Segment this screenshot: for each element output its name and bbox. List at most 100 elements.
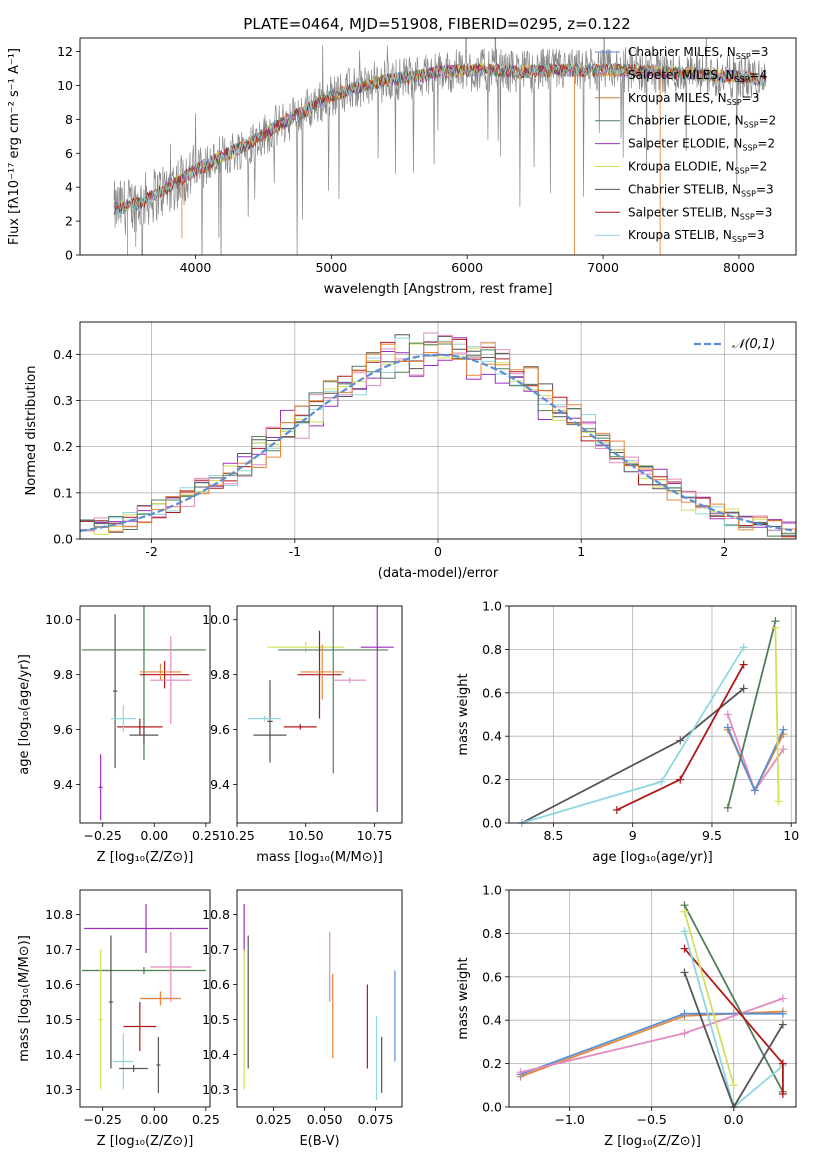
x-tick-label: −0.25: [84, 828, 122, 843]
x-tick-label: 8.5: [543, 828, 563, 843]
y-tick-label: 10.4: [45, 1047, 73, 1062]
x-tick-label: 0.025: [256, 1112, 292, 1127]
y-tick-label: 0.0: [53, 532, 73, 547]
weight-lines: [516, 901, 787, 1111]
x-axis-label: Z [log₁₀(Z/Z⊙)]: [97, 850, 194, 865]
weight-line: [726, 620, 777, 809]
x-tick-label: 7000: [587, 260, 619, 275]
x-tick-label: 9.5: [702, 828, 722, 843]
x-tick-label: 0.050: [307, 1112, 343, 1127]
y-tick-label: 10.7: [45, 942, 73, 957]
y-tick-label: 6: [65, 146, 73, 161]
y-tick-label: 4: [65, 180, 73, 195]
y-tick-label: 9.4: [53, 777, 73, 792]
y-tick-label: 9.8: [53, 667, 73, 682]
y-tick-label: 8: [65, 112, 73, 127]
y-tick-label: 10.0: [202, 612, 230, 627]
x-tick-label: 0.25: [192, 828, 220, 843]
x-tick-label: 2: [720, 544, 728, 559]
errorbars: [243, 904, 396, 1100]
x-tick-label: 9: [629, 828, 637, 843]
x-tick-label: −1.0: [555, 1112, 585, 1127]
legend-label: Salpeter STELIB, NSSP=3: [628, 205, 772, 221]
y-tick-label: 10.3: [202, 1082, 230, 1097]
figure-title: PLATE=0464, MJD=51908, FIBERID=0295, z=0…: [243, 15, 630, 33]
panel-z-mass: −0.25 0.00 0.25 10.3 10.4 10.5 10.6 10.7 10.8 Z […: [17, 889, 220, 1149]
y-tick-label: 10.8: [202, 907, 230, 922]
x-tick-label: 0.0: [724, 1112, 744, 1127]
weight-line: [683, 911, 735, 1086]
y-tick-label: 9.4: [210, 777, 230, 792]
x-axis-label: mass [log₁₀(M/M⊙)]: [256, 850, 383, 865]
axes-frame: [236, 605, 403, 824]
y-tick-label: 9.8: [210, 667, 230, 682]
x-tick-label: 0.00: [140, 828, 168, 843]
panel-residuals: -2 -1 0 1 2 0.0 0.1 0.2 0.3 0.4 (data-model)/error…: [24, 321, 797, 581]
weight-lines: [517, 617, 788, 827]
x-tick-label: 8000: [723, 260, 755, 275]
x-tick-label: 5000: [315, 260, 347, 275]
y-tick-label: 1.0: [482, 883, 502, 898]
x-tick-label: 0.25: [192, 1112, 220, 1127]
y-axis-label: mass weight: [456, 673, 471, 755]
y-tick-label: 0.4: [482, 729, 502, 744]
panel-z-age: −0.25 0.00 0.25 9.4 9.6 9.8 10.0 Z [log₁₀(Z/Z⊙)…: [17, 605, 220, 865]
y-tick-label: 0.2: [482, 1056, 502, 1071]
x-tick-label: 10.25: [219, 828, 255, 843]
y-axis-label: mass [log₁₀(M/M⊙)]: [17, 935, 32, 1062]
y-tick-label: 0.6: [482, 685, 502, 700]
axes-frame: [508, 605, 797, 824]
y-tick-label: 0.0: [482, 1100, 502, 1115]
panel-spectrum: 4000 5000 6000 7000 8000 0 2 4 6 8 10 12 wavelength …: [7, 37, 797, 297]
panel-ebv-mass: 0.025 0.050 0.075 10.3 10.4 10.5 10.6 10.7 10.8 E…: [202, 889, 403, 1149]
axes-frame: [79, 321, 797, 540]
y-tick-label: 9.6: [210, 722, 230, 737]
observed-spectrum: [113, 38, 767, 255]
x-tick-label: 10.75: [357, 828, 393, 843]
y-tick-label: 0.4: [53, 347, 73, 362]
y-tick-label: 0.8: [482, 926, 502, 941]
legend-label: 𝒩(0,1): [732, 337, 775, 352]
y-tick-label: 0.0: [482, 816, 502, 831]
axes-frame: [79, 889, 211, 1108]
x-tick-label: −0.5: [637, 1112, 667, 1127]
x-axis-label: wavelength [Angstrom, rest frame]: [324, 282, 553, 297]
y-tick-label: 0.4: [482, 1013, 502, 1028]
legend-label: Salpeter ELODIE, NSSP=2: [628, 137, 775, 153]
y-tick-label: 0.3: [53, 393, 73, 408]
errorbars: [82, 904, 208, 1093]
hist-lines: [80, 332, 796, 538]
x-tick-label: -1: [289, 544, 301, 559]
y-axis-label: Normed distribution: [24, 366, 39, 496]
axes-frame: [79, 37, 797, 256]
y-tick-label: 12: [57, 44, 73, 59]
y-tick-label: 0.2: [53, 439, 73, 454]
x-tick-label: -2: [145, 544, 157, 559]
weight-line: [520, 1010, 783, 1078]
y-tick-label: 10: [57, 78, 73, 93]
y-tick-label: 10.6: [45, 977, 73, 992]
normal-curve: [80, 353, 796, 532]
legend-label: Kroupa ELODIE, NSSP=2: [628, 160, 767, 176]
spectrum-legend: Chabrier MILES, NSSP=3 Salpeter MILES, NS…: [595, 45, 776, 244]
y-tick-label: 1.0: [482, 599, 502, 614]
y-tick-label: 0: [65, 248, 73, 263]
legend-label: Chabrier ELODIE, NSSP=2: [628, 114, 776, 130]
x-tick-label: 10.50: [288, 828, 324, 843]
errorbars: [248, 606, 394, 813]
x-axis-label: E(B-V): [299, 1134, 339, 1149]
x-axis-label: age [log₁₀(age/yr)]: [592, 850, 713, 865]
weight-line: [774, 627, 780, 802]
panel-age-weight: 8.5 9 9.5 10 0.0 0.2 0.4 0.6 0.8 1.0 age [log₁₀(ag…: [456, 599, 799, 866]
histogram-series: [80, 341, 796, 532]
y-tick-label: 0.1: [53, 485, 73, 500]
x-axis-label: Z [log₁₀(Z/Z⊙)]: [604, 1134, 701, 1149]
y-tick-label: 10.6: [202, 977, 230, 992]
y-tick-label: 0.6: [482, 969, 502, 984]
y-tick-label: 10.4: [202, 1047, 230, 1062]
y-tick-label: 0.2: [482, 772, 502, 787]
weight-line: [683, 904, 784, 1093]
x-tick-label: −0.25: [84, 1112, 122, 1127]
y-tick-label: 10.0: [45, 612, 73, 627]
